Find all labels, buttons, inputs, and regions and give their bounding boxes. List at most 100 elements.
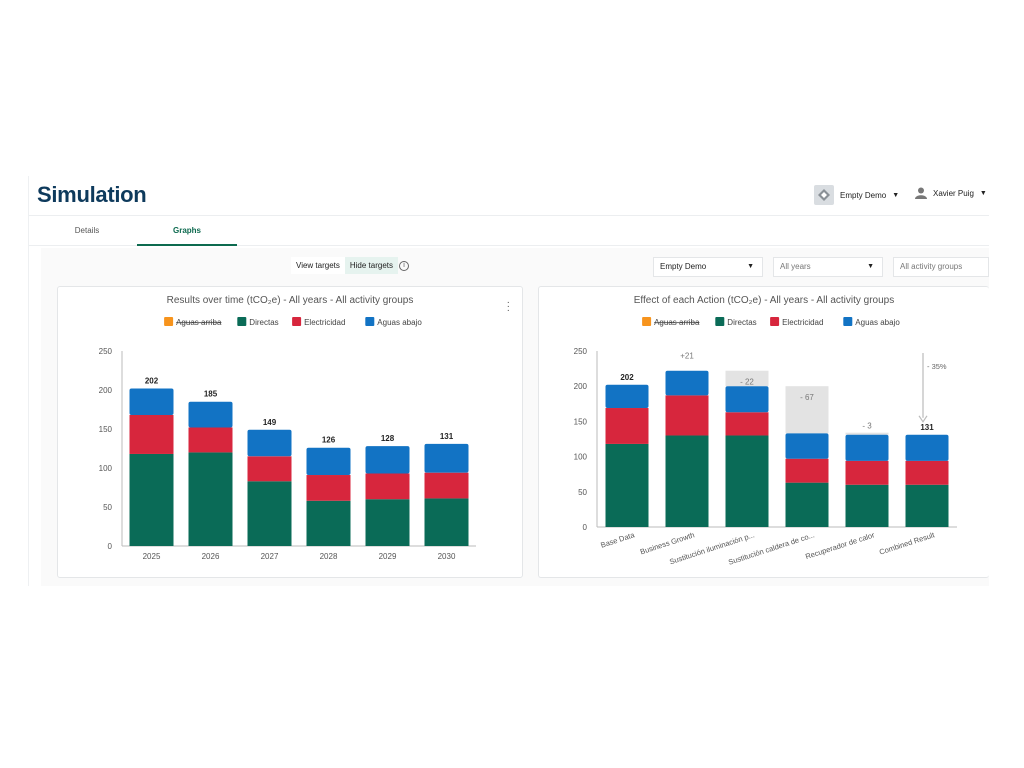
view-targets-button[interactable]: View targets [291,257,345,274]
bar-segment [188,452,233,546]
bar-segment [905,484,949,527]
legend-swatch [237,317,247,326]
tab-details[interactable]: Details [74,226,100,235]
bar-segment [306,500,351,546]
bar-segment [725,412,769,436]
y-tick-label: 200 [574,382,588,391]
caret-down-icon: ▼ [979,189,987,197]
bar-segment [247,456,292,482]
y-tick-label: 0 [108,542,113,551]
bar-segment [188,401,233,428]
app-window: Simulation Empty Demo ▼ Xavier Puig ▼ De… [28,176,989,586]
activity-groups-select[interactable]: All activity groups [893,257,989,277]
effect-of-actions-chart: Aguas arriba Directas Electricidad Aguas ab… [574,317,957,567]
y-tick-label: 50 [578,488,587,497]
y-tick-label: 150 [99,425,113,434]
data-label: 149 [263,418,277,427]
user-icon [915,187,927,199]
x-tick-label: 2027 [261,552,279,561]
results-over-time-chart: Aguas arriba Directas Electricidad Aguas ab… [99,317,476,561]
data-label: - 22 [740,378,754,387]
results-over-time-card: Results over time (tCO₂e) - All years - … [57,286,523,578]
x-tick-label: Base Data [600,530,637,550]
bar-segment [665,370,709,396]
bar-segment [605,408,649,444]
legend-swatch [843,317,853,326]
data-label: 202 [145,376,159,385]
y-tick-label: 200 [99,386,113,395]
x-tick-label: 2028 [320,552,338,561]
bar-segment [785,482,829,527]
bar-segment [845,484,889,527]
bar-segment [129,414,174,454]
user-name: Xavier Puig [933,188,974,198]
chart-title: Results over time (tCO₂e) - All years - … [166,295,414,306]
data-label: - 3 [862,422,872,431]
kebab-menu-icon[interactable]: · · · [506,297,510,316]
bar-segment [365,473,410,500]
bar-segment [605,443,649,527]
years-select-value: All years [780,262,811,271]
x-tick-label: 2029 [379,552,397,561]
chart-title: Effect of each Action (tCO₂e) - All year… [633,295,895,306]
bar-segment [605,384,649,409]
legend-label: Aguas arriba [176,318,222,327]
legend-label: Aguas abajo [377,318,422,327]
legend-swatch [164,317,174,326]
legend-label: Aguas arriba [654,318,700,327]
ghost-bar [725,370,769,387]
bar-segment [845,460,889,485]
x-tick-label: Recuperador de calor [804,530,876,561]
legend-swatch [715,317,725,326]
tab-graphs[interactable]: Graphs [137,216,237,246]
target-arrow-head [918,415,928,423]
legend-label: Electricidad [304,318,345,327]
bar-segment [725,386,769,413]
hide-targets-button[interactable]: Hide targets [344,257,399,274]
bar-segment [129,453,174,546]
bar-segment [725,435,769,527]
caret-down-icon: ▼ [892,191,900,199]
bar-segment [188,427,233,453]
bar-segment [247,481,292,546]
bar-segment [247,429,292,457]
y-tick-label: 100 [574,453,588,462]
data-label: 131 [920,423,934,432]
data-label: 202 [620,373,634,382]
tab-bar: Details Graphs [29,216,989,246]
org-select[interactable]: Empty Demo ▼ [653,257,763,277]
bar-segment [905,434,949,461]
data-label: 131 [440,432,454,441]
caret-down-icon: ▼ [747,263,754,270]
info-icon[interactable]: i [399,261,409,271]
data-label: 128 [381,434,395,443]
bar-segment [845,434,889,461]
target-label: - 35% [927,362,947,371]
x-tick-label: 2026 [202,552,220,561]
legend-label: Directas [727,318,756,327]
years-select[interactable]: All years ▼ [773,257,883,277]
org-logo-icon [814,185,834,205]
caret-down-icon: ▼ [867,263,874,270]
legend-label: Aguas abajo [855,318,900,327]
legend-swatch [365,317,375,326]
y-tick-label: 250 [574,347,588,356]
ghost-bar [785,386,829,434]
data-label: 185 [204,390,218,399]
x-tick-label: 2030 [438,552,456,561]
legend-swatch [292,317,302,326]
graphs-panel: View targets Hide targets i Empty Demo ▼… [41,248,989,586]
org-switcher[interactable]: Empty Demo ▼ [814,185,899,205]
bar-segment [306,447,351,476]
page-header: Simulation Empty Demo ▼ Xavier Puig ▼ [29,176,989,216]
data-label: +21 [680,352,694,361]
user-menu[interactable]: Xavier Puig ▼ [915,187,987,199]
x-tick-label: Combined Result [878,530,936,557]
y-tick-label: 50 [103,503,112,512]
y-tick-label: 100 [99,464,113,473]
targets-toggle: View targets Hide targets [291,257,399,274]
page-title: Simulation [37,182,147,207]
bar-segment [665,395,709,436]
bar-segment [785,433,829,459]
org-select-value: Empty Demo [660,262,707,271]
